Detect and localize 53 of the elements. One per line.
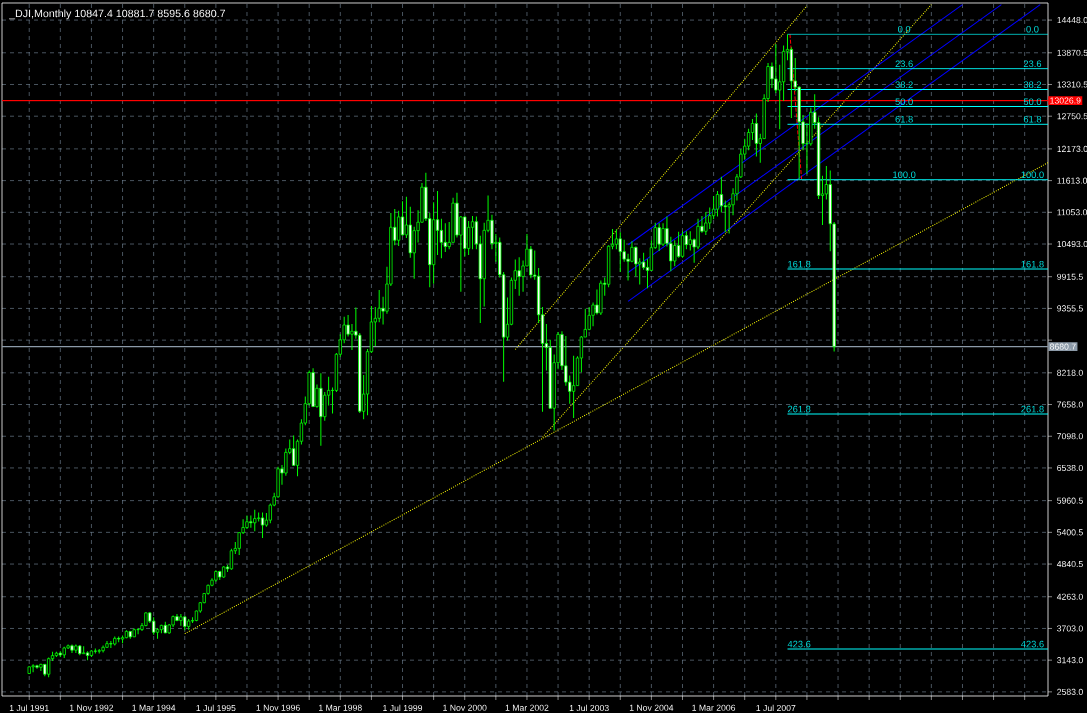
y-tick-label: 5960.5: [1057, 497, 1083, 504]
annotation: 423.6: [1020, 640, 1044, 648]
annotation: 161.8: [1021, 260, 1044, 268]
x-tick-label: 1 Nov 2004: [629, 704, 674, 711]
ref-line-label: 8680.7: [1049, 343, 1076, 350]
y-tick-label: 3143.0: [1057, 657, 1083, 664]
x-tick-label: 1 Mar 1994: [132, 704, 176, 711]
x-tick-label: 1 Jul 1991: [9, 704, 49, 712]
ref-line-label: 13026.9: [1050, 97, 1081, 104]
y-tick-label: 9355.5: [1057, 305, 1083, 312]
y-tick-label: 4263.0: [1056, 593, 1083, 600]
x-tick-label: 1 Mar 1998: [319, 704, 362, 711]
annotation: 161.8: [788, 260, 811, 268]
x-tick-label: 1 Jul 2007: [756, 704, 796, 712]
y-tick-label: 11053.0: [1057, 209, 1087, 216]
x-tick-label: 1 Jul 1995: [196, 704, 236, 712]
y-tick-label: 7098.0: [1057, 433, 1083, 440]
annotation: 100.0: [1021, 171, 1044, 179]
x-tick-label: 1 Nov 1996: [256, 704, 300, 711]
annotation: 61.8: [1023, 115, 1042, 123]
annotation: 23.6: [1023, 60, 1042, 68]
x-tick-label: 1 Mar 2006: [692, 704, 736, 711]
annotation: 261.8: [787, 405, 811, 413]
annotation: 61.8: [895, 115, 913, 123]
y-tick-label: 4840.5: [1056, 560, 1083, 568]
y-tick-label: 13870.5: [1057, 49, 1087, 56]
y-tick-label: 7658.0: [1057, 401, 1083, 408]
x-tick-label: 1 Nov 1992: [69, 704, 114, 711]
annotation: 423.6: [787, 640, 811, 648]
x-tick-label: 1 Jul 2003: [569, 704, 609, 712]
y-tick-label: 14448.0: [1057, 17, 1087, 24]
annotation: 23.6: [895, 60, 913, 68]
x-tick-label: 1 Nov 2000: [443, 704, 487, 711]
y-tick-label: 9915.5: [1057, 273, 1083, 280]
annotation: 38.2: [895, 81, 913, 89]
annotation: 38.2: [1023, 81, 1042, 89]
y-tick-label: 11613.0: [1057, 177, 1087, 184]
annotation: 100.0: [893, 171, 916, 179]
y-tick-label: 12750.5: [1057, 113, 1087, 120]
y-tick-label: 12173.0: [1057, 145, 1087, 152]
annotation: 0.0: [898, 25, 911, 33]
x-tick-label: 1 Mar 2002: [505, 704, 549, 711]
annotation: 0.0: [1026, 25, 1039, 33]
x-tick-label: 1 Jul 1999: [383, 704, 423, 712]
annotation: 261.8: [1021, 405, 1044, 413]
text: _DJI,Monthly 10847.4 10881.7 8595.6 8680.7: [8, 9, 226, 20]
y-tick-label: 13310.5: [1057, 81, 1087, 88]
y-tick-label: 6538.0: [1057, 464, 1083, 472]
y-tick-label: 10493.0: [1057, 240, 1087, 248]
y-tick-label: 2583.0: [1057, 688, 1083, 695]
y-tick-label: 8218.0: [1057, 369, 1083, 376]
y-tick-label: 5400.5: [1057, 529, 1083, 536]
y-tick-label: 3703.0: [1057, 625, 1083, 632]
